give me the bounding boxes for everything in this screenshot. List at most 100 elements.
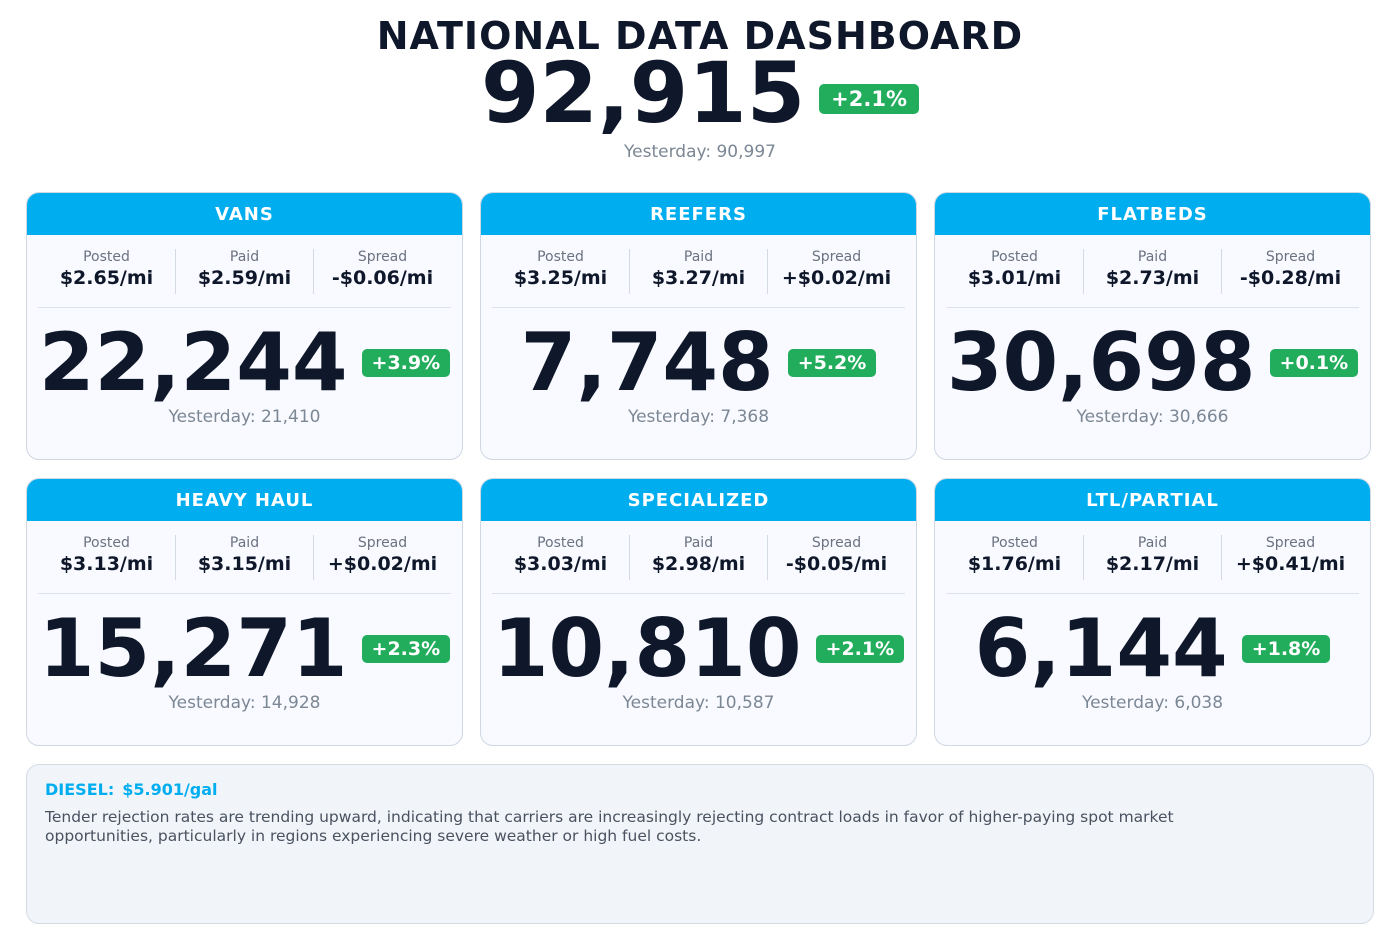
paid-label: Paid — [1137, 249, 1168, 265]
total-loads-row: 92,915 +2.1% — [0, 50, 1400, 136]
card-count-row: 30,698 +0.1% — [935, 313, 1370, 413]
card-flatbeds: FLATBEDS Posted $3.01/mi Paid $2.73/mi Spr… — [934, 192, 1371, 460]
paid-rate: Paid $3.15/mi — [176, 535, 314, 580]
rates-row: Posted $3.25/mi Paid $3.27/mi Spread +$0.02… — [492, 249, 905, 308]
paid-rate: Paid $2.98/mi — [630, 535, 768, 580]
posted-value: $3.25/mi — [513, 267, 608, 289]
spread-label: Spread — [811, 249, 862, 265]
paid-value: $2.73/mi — [1105, 267, 1200, 289]
spread-rate: Spread +$0.02/mi — [768, 249, 905, 294]
posted-value: $1.76/mi — [967, 553, 1062, 575]
change-badge: +0.1% — [1269, 349, 1359, 377]
spread-rate: Spread +$0.02/mi — [314, 535, 451, 580]
change-badge: +2.3% — [361, 635, 451, 663]
spread-label: Spread — [357, 535, 408, 551]
load-count: 22,244 — [38, 316, 348, 409]
card-count-row: 6,144 +1.8% — [935, 599, 1370, 699]
paid-value: $2.17/mi — [1105, 553, 1200, 575]
spread-rate: Spread -$0.28/mi — [1222, 249, 1359, 294]
yesterday-count: Yesterday: 30,666 — [1076, 407, 1229, 427]
paid-rate: Paid $2.73/mi — [1084, 249, 1222, 294]
rates-row: Posted $1.76/mi Paid $2.17/mi Spread +$0.41… — [946, 535, 1359, 594]
paid-rate: Paid $3.27/mi — [630, 249, 768, 294]
change-badge: +1.8% — [1241, 635, 1331, 663]
rates-row: Posted $2.65/mi Paid $2.59/mi Spread -$0.06… — [38, 249, 451, 308]
card-title: FLATBEDS — [935, 193, 1370, 235]
posted-label: Posted — [991, 249, 1038, 265]
posted-label: Posted — [537, 249, 584, 265]
spread-label: Spread — [1265, 249, 1316, 265]
change-badge: +5.2% — [787, 349, 877, 377]
posted-rate: Posted $2.65/mi — [38, 249, 176, 294]
paid-value: $2.59/mi — [197, 267, 292, 289]
load-count: 10,810 — [492, 602, 802, 695]
yesterday-count: Yesterday: 14,928 — [168, 693, 321, 713]
load-count: 7,748 — [520, 316, 774, 409]
posted-rate: Posted $3.01/mi — [946, 249, 1084, 294]
diesel-value: $5.901/gal — [122, 780, 218, 799]
posted-label: Posted — [83, 249, 130, 265]
spread-label: Spread — [811, 535, 862, 551]
total-yesterday: Yesterday: 90,997 — [624, 142, 776, 162]
card-title: HEAVY HAUL — [27, 479, 462, 521]
posted-value: $3.03/mi — [513, 553, 608, 575]
rates-row: Posted $3.03/mi Paid $2.98/mi Spread -$0.05… — [492, 535, 905, 594]
rates-row: Posted $3.13/mi Paid $3.15/mi Spread +$0.02… — [38, 535, 451, 594]
posted-label: Posted — [991, 535, 1038, 551]
card-count-row: 7,748 +5.2% — [481, 313, 916, 413]
spread-value: +$0.02/mi — [327, 553, 438, 575]
spread-rate: Spread +$0.41/mi — [1222, 535, 1359, 580]
card-specialized: SPECIALIZED Posted $3.03/mi Paid $2.98/mi … — [480, 478, 917, 746]
paid-label: Paid — [229, 535, 260, 551]
total-loads-value: 92,915 — [481, 44, 806, 142]
load-count: 15,271 — [38, 602, 348, 695]
posted-rate: Posted $3.25/mi — [492, 249, 630, 294]
diesel-price: DIESEL: $5.901/gal — [45, 780, 226, 799]
yesterday-count: Yesterday: 6,038 — [1081, 693, 1224, 713]
change-badge: +2.1% — [815, 635, 905, 663]
card-ltl-partial: LTL/PARTIAL Posted $1.76/mi Paid $2.17/mi … — [934, 478, 1371, 746]
spread-value: +$0.41/mi — [1235, 553, 1346, 575]
paid-value: $3.15/mi — [197, 553, 292, 575]
spread-value: +$0.02/mi — [781, 267, 892, 289]
paid-label: Paid — [683, 249, 714, 265]
posted-value: $3.01/mi — [967, 267, 1062, 289]
card-count-row: 22,244 +3.9% — [27, 313, 462, 413]
yesterday-count: Yesterday: 7,368 — [627, 407, 770, 427]
paid-label: Paid — [1137, 535, 1168, 551]
paid-label: Paid — [229, 249, 260, 265]
card-title: VANS — [27, 193, 462, 235]
spread-value: -$0.05/mi — [785, 553, 888, 575]
posted-label: Posted — [537, 535, 584, 551]
paid-value: $3.27/mi — [651, 267, 746, 289]
page-title: NATIONAL DATA DASHBOARD — [376, 14, 1024, 58]
yesterday-count: Yesterday: 10,587 — [622, 693, 775, 713]
paid-rate: Paid $2.59/mi — [176, 249, 314, 294]
market-note-panel: DIESEL: $5.901/gal Tender rejection rates… — [26, 764, 1374, 924]
total-change-badge: +2.1% — [819, 84, 919, 114]
card-heavy-haul: HEAVY HAUL Posted $3.13/mi Paid $3.15/mi S… — [26, 478, 463, 746]
card-count-row: 15,271 +2.3% — [27, 599, 462, 699]
change-badge: +3.9% — [361, 349, 451, 377]
card-title: LTL/PARTIAL — [935, 479, 1370, 521]
posted-rate: Posted $3.13/mi — [38, 535, 176, 580]
market-note: Tender rejection rates are trending upwa… — [45, 808, 1174, 845]
card-vans: VANS Posted $2.65/mi Paid $2.59/mi Spread -… — [26, 192, 463, 460]
posted-label: Posted — [83, 535, 130, 551]
card-title: REEFERS — [481, 193, 916, 235]
rates-row: Posted $3.01/mi Paid $2.73/mi Spread -$0.28… — [946, 249, 1359, 308]
spread-rate: Spread -$0.06/mi — [314, 249, 451, 294]
posted-value: $3.13/mi — [59, 553, 154, 575]
paid-label: Paid — [683, 535, 714, 551]
diesel-label: DIESEL: — [45, 780, 115, 799]
spread-value: -$0.28/mi — [1239, 267, 1342, 289]
dashboard-header: NATIONAL DATA DASHBOARD 92,915 +2.1% Yes… — [0, 0, 1400, 180]
posted-rate: Posted $3.03/mi — [492, 535, 630, 580]
load-count: 6,144 — [974, 602, 1228, 695]
paid-value: $2.98/mi — [651, 553, 746, 575]
posted-value: $2.65/mi — [59, 267, 154, 289]
spread-label: Spread — [1265, 535, 1316, 551]
posted-rate: Posted $1.76/mi — [946, 535, 1084, 580]
load-count: 30,698 — [946, 316, 1256, 409]
yesterday-count: Yesterday: 21,410 — [168, 407, 321, 427]
